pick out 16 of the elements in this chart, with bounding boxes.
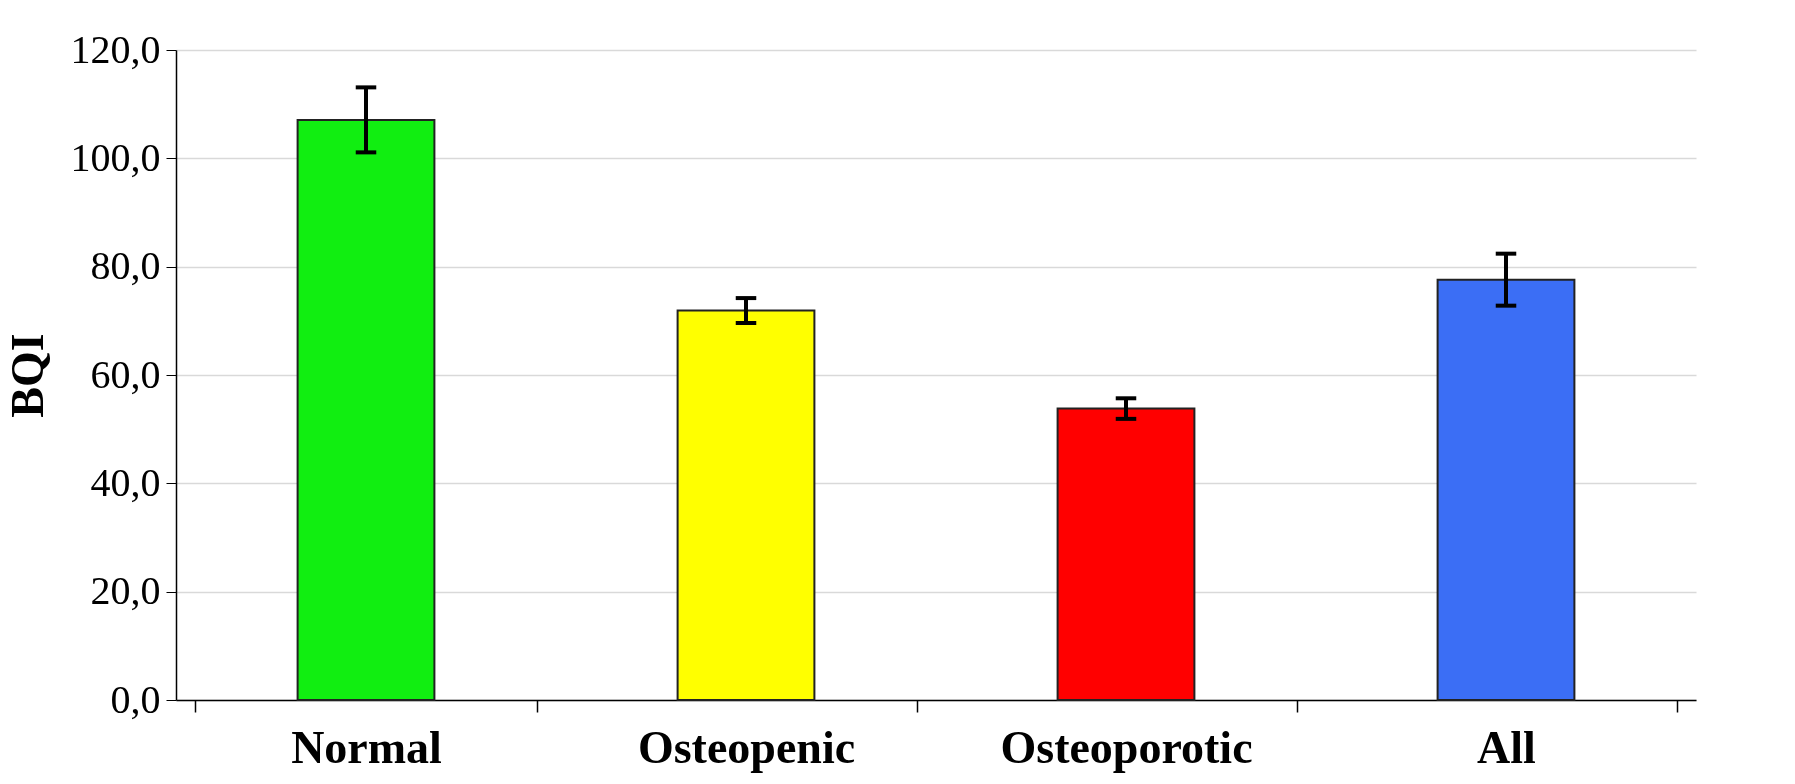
y-tick-label: 100,0 xyxy=(70,134,161,180)
y-tick-label: 40,0 xyxy=(90,459,161,505)
bar xyxy=(1056,407,1196,701)
x-tick-label: Normal xyxy=(291,721,442,773)
bar xyxy=(1436,278,1576,701)
y-tick-label: 80,0 xyxy=(90,243,161,289)
bar xyxy=(296,118,436,701)
x-tick-label: Osteoporotic xyxy=(1000,721,1253,773)
y-tick-label: 60,0 xyxy=(90,351,161,397)
y-tick-label: 20,0 xyxy=(90,568,161,614)
x-tick-label: All xyxy=(1477,721,1536,773)
y-axis-title: BQI xyxy=(1,333,53,418)
bar xyxy=(676,309,816,701)
y-tick-label: 0,0 xyxy=(110,676,161,722)
y-tick-label: 120,0 xyxy=(70,26,161,72)
x-tick-label: Osteopenic xyxy=(637,721,856,773)
